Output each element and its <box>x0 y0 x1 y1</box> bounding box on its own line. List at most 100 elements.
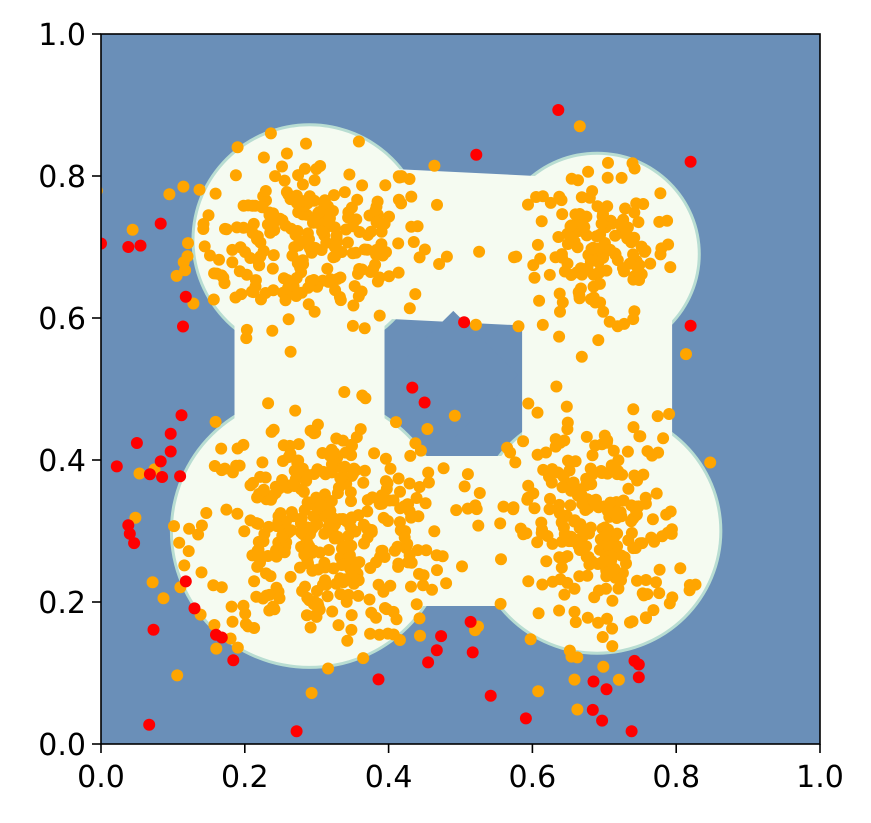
inlier-point <box>239 618 252 630</box>
inlier-point <box>604 565 617 578</box>
inlier-point <box>410 598 423 611</box>
inlier-point <box>532 607 545 620</box>
inlier-point <box>587 291 600 304</box>
inlier-point <box>333 291 346 303</box>
inlier-point <box>622 482 635 495</box>
inlier-point <box>627 403 640 416</box>
outlier-point <box>130 437 143 449</box>
inlier-point <box>575 191 588 204</box>
inlier-point <box>392 193 405 206</box>
inlier-point <box>420 544 433 557</box>
inlier-point <box>550 380 563 393</box>
inlier-point <box>292 169 305 182</box>
outlier-point <box>519 712 532 725</box>
inlier-point <box>146 576 159 589</box>
inlier-point <box>262 550 274 562</box>
inlier-point <box>653 587 666 600</box>
inlier-point <box>296 178 309 191</box>
inlier-point <box>528 271 541 284</box>
inlier-point <box>606 640 619 653</box>
inlier-point <box>436 550 449 563</box>
inlier-point <box>421 423 434 435</box>
inlier-point <box>650 487 663 500</box>
inlier-point <box>639 491 652 504</box>
inlier-point <box>377 511 390 524</box>
inlier-point <box>537 463 550 476</box>
inlier-point <box>561 423 574 436</box>
inlier-point <box>405 220 418 233</box>
inlier-point <box>305 687 318 699</box>
inlier-point <box>314 160 327 172</box>
inlier-point <box>345 609 358 622</box>
inlier-point <box>290 272 303 284</box>
inlier-point <box>450 504 463 517</box>
inlier-point <box>215 464 228 477</box>
inlier-point <box>338 386 351 398</box>
inlier-point <box>295 526 307 539</box>
inlier-point <box>654 187 667 200</box>
inlier-point <box>157 592 170 605</box>
inlier-point <box>556 208 569 221</box>
inlier-point <box>264 570 277 583</box>
inlier-point <box>341 236 354 249</box>
inlier-point <box>601 171 614 184</box>
inlier-point <box>170 269 183 282</box>
inlier-point <box>237 438 250 451</box>
inlier-point <box>343 168 356 181</box>
inlier-point <box>645 531 658 544</box>
inlier-point <box>373 309 386 322</box>
inlier-point <box>338 186 351 199</box>
inlier-point <box>596 556 609 569</box>
inlier-point <box>405 580 417 593</box>
inlier-point <box>339 573 352 586</box>
inlier-point <box>646 513 659 526</box>
inlier-point <box>414 629 426 642</box>
inlier-point <box>285 506 298 519</box>
plot-frame <box>100 33 821 745</box>
inlier-point <box>573 208 586 220</box>
inlier-point <box>332 481 345 494</box>
inlier-point <box>565 219 578 232</box>
inlier-point <box>595 217 608 230</box>
inlier-point <box>380 603 393 616</box>
inlier-point <box>308 174 321 187</box>
inlier-point <box>666 591 679 604</box>
outlier-point <box>632 658 645 671</box>
inlier-point <box>324 495 337 508</box>
inlier-point <box>555 561 568 574</box>
inlier-point <box>404 449 417 462</box>
inlier-point <box>473 245 486 258</box>
inlier-point <box>536 318 549 331</box>
inlier-point <box>129 511 142 524</box>
inlier-point <box>633 274 646 286</box>
outlier-point <box>552 104 565 116</box>
inlier-point <box>403 549 416 562</box>
outlier-point <box>596 714 609 727</box>
inlier-point <box>607 444 620 457</box>
inlier-point <box>611 468 624 481</box>
inlier-point <box>192 528 205 541</box>
inlier-point <box>614 219 627 232</box>
outlier-point <box>110 460 123 473</box>
inlier-point <box>596 631 609 643</box>
inlier-point <box>584 255 597 268</box>
inlier-point <box>577 265 590 277</box>
inlier-point <box>580 550 593 563</box>
inlier-point <box>357 652 370 665</box>
inlier-point <box>543 268 556 281</box>
inlier-point <box>298 504 311 517</box>
inlier-point <box>522 397 535 410</box>
inlier-point <box>610 509 623 522</box>
x-tick-label: 0.6 <box>509 760 557 795</box>
inlier-point <box>573 120 586 133</box>
inlier-point <box>293 234 306 247</box>
inlier-point <box>536 578 549 591</box>
inlier-point <box>522 575 535 588</box>
inlier-point <box>680 348 692 361</box>
inlier-point <box>413 481 426 493</box>
inlier-point <box>554 573 567 586</box>
inlier-point <box>522 198 534 211</box>
inlier-point <box>250 590 263 603</box>
inlier-point <box>704 456 717 469</box>
inlier-point <box>284 570 297 583</box>
